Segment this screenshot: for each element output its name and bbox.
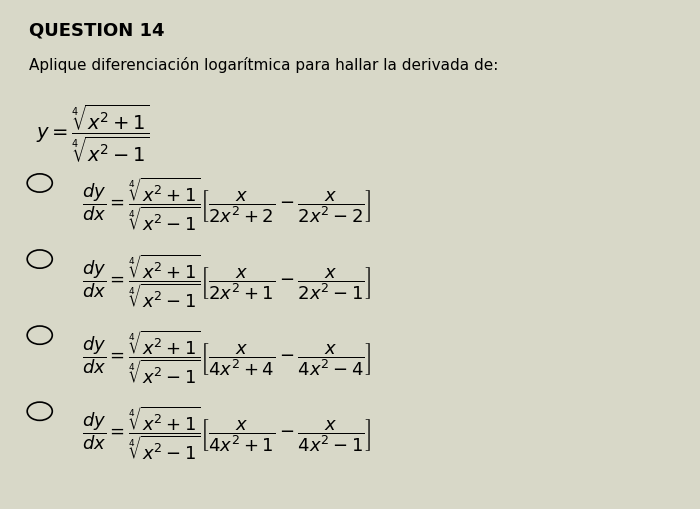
Text: $\dfrac{dy}{dx} = \dfrac{\sqrt[4]{x^{2}+1}}{\sqrt[4]{x^{2}-1}}\left[\dfrac{x}{2x: $\dfrac{dy}{dx} = \dfrac{\sqrt[4]{x^{2}+… [82, 252, 371, 310]
Text: $y = \dfrac{\sqrt[4]{x^{2}+1}}{\sqrt[4]{x^{2}-1}}$: $y = \dfrac{\sqrt[4]{x^{2}+1}}{\sqrt[4]{… [36, 103, 150, 164]
Text: $\dfrac{dy}{dx} = \dfrac{\sqrt[4]{x^{2}+1}}{\sqrt[4]{x^{2}-1}}\left[\dfrac{x}{2x: $\dfrac{dy}{dx} = \dfrac{\sqrt[4]{x^{2}+… [82, 176, 371, 234]
Text: Aplique diferenciación logarítmica para hallar la derivada de:: Aplique diferenciación logarítmica para … [29, 57, 498, 73]
Text: QUESTION 14: QUESTION 14 [29, 22, 164, 40]
Text: $\dfrac{dy}{dx} = \dfrac{\sqrt[4]{x^{2}+1}}{\sqrt[4]{x^{2}-1}}\left[\dfrac{x}{4x: $\dfrac{dy}{dx} = \dfrac{\sqrt[4]{x^{2}+… [82, 404, 371, 462]
Text: $\dfrac{dy}{dx} = \dfrac{\sqrt[4]{x^{2}+1}}{\sqrt[4]{x^{2}-1}}\left[\dfrac{x}{4x: $\dfrac{dy}{dx} = \dfrac{\sqrt[4]{x^{2}+… [82, 328, 371, 386]
